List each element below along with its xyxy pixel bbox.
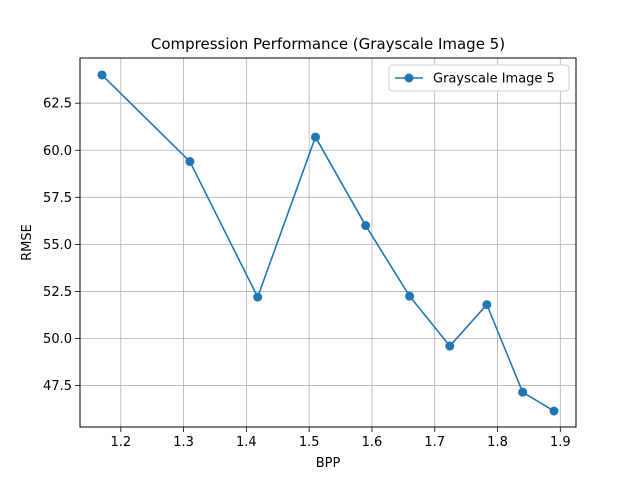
data-point <box>185 157 195 167</box>
data-point <box>549 406 559 416</box>
data-point <box>361 221 371 231</box>
y-tick-label: 52.5 <box>43 285 72 300</box>
axes: 1.2 1.3 1.4 1.5 1.6 1.7 1.8 1.9 47.5 50.0 52.5 55.0… <box>43 97 571 450</box>
x-tick-label: 1.3 <box>173 435 194 450</box>
x-tick-label: 1.7 <box>424 435 445 450</box>
chart-title: Compression Performance (Grayscale Image… <box>151 35 505 53</box>
series-line <box>101 74 555 412</box>
x-tick-label: 1.5 <box>299 435 320 450</box>
data-series <box>97 70 559 416</box>
y-tick-label: 62.5 <box>43 97 72 112</box>
plot-area <box>80 58 576 427</box>
y-tick-label: 47.5 <box>43 379 72 394</box>
data-point <box>482 300 492 310</box>
grid <box>80 58 576 427</box>
data-point <box>97 70 107 80</box>
legend-label-grayscale-image-5: Grayscale Image 5 <box>433 72 555 87</box>
legend-marker-sample <box>404 73 414 83</box>
x-tick-label: 1.9 <box>550 435 571 450</box>
x-axis-label: BPP <box>316 456 341 471</box>
x-tick-label: 1.8 <box>487 435 508 450</box>
y-tick-label: 50.0 <box>43 332 72 347</box>
x-tick-label: 1.4 <box>236 435 257 450</box>
legend-box <box>388 64 570 92</box>
x-tick-label: 1.2 <box>110 435 131 450</box>
data-point <box>310 132 320 142</box>
legend: Grayscale Image 5 <box>388 64 570 92</box>
data-point <box>518 387 528 397</box>
data-point <box>405 291 415 301</box>
y-axis-label: RMSE <box>20 224 35 261</box>
data-point <box>253 292 263 302</box>
y-tick-label: 60.0 <box>43 144 72 159</box>
data-point <box>445 341 455 351</box>
y-tick-label: 57.5 <box>43 191 72 206</box>
x-tick-label: 1.6 <box>362 435 383 450</box>
plot-frame <box>79 57 577 428</box>
y-tick-label: 55.0 <box>43 238 72 253</box>
